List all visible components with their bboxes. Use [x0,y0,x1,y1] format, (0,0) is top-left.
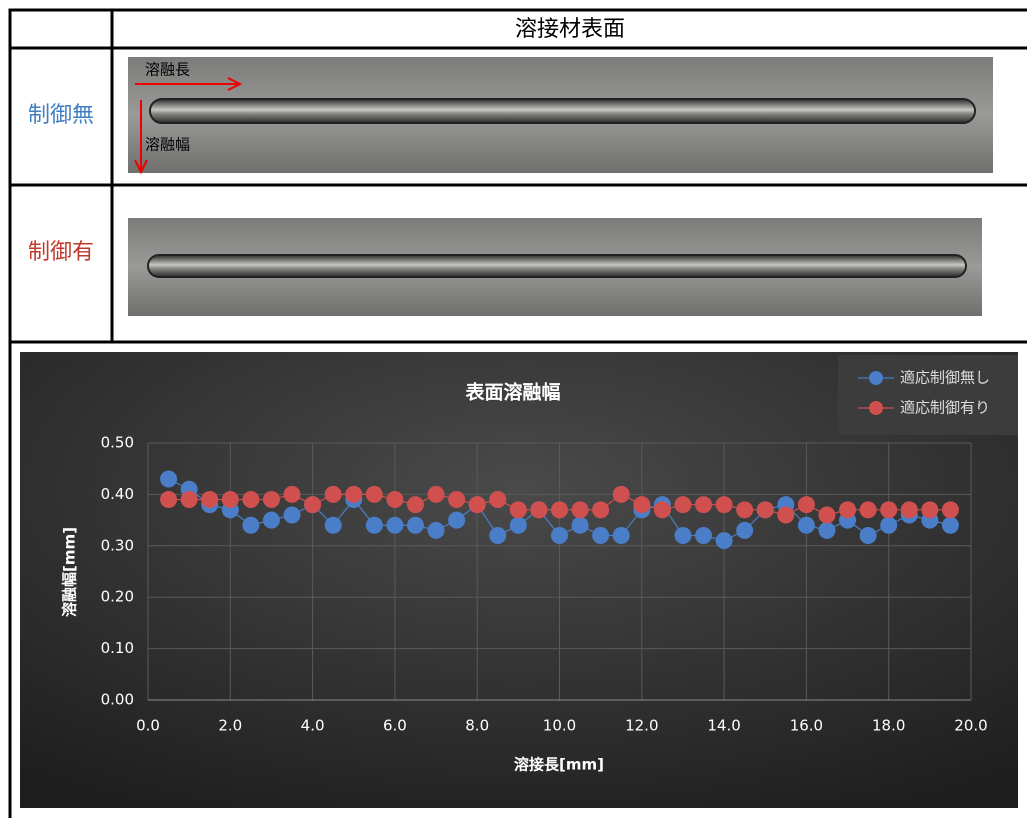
data-point [674,527,691,544]
data-point [510,501,527,518]
data-point [572,501,589,518]
data-point [448,491,465,508]
y-tick-label: 0.50 [101,434,134,452]
x-axis-label: 溶接長[mm] [514,756,604,774]
y-tick-label: 0.10 [101,639,134,657]
data-point [489,527,506,544]
x-tick-label: 6.0 [383,717,407,735]
data-point [818,522,835,539]
data-point [572,517,589,534]
data-point [654,501,671,518]
legend-marker [869,401,883,415]
data-point [674,496,691,513]
data-point [510,517,527,534]
data-point [798,517,815,534]
data-point [345,486,362,503]
x-tick-label: 0.0 [136,717,160,735]
data-point [860,501,877,518]
x-tick-label: 10.0 [543,717,576,735]
data-point [263,512,280,529]
data-point [880,501,897,518]
data-point [530,501,547,518]
data-point [304,496,321,513]
annotation: 溶融幅 [145,136,190,154]
data-point [736,522,753,539]
data-point [695,496,712,513]
data-point [263,491,280,508]
data-point [386,517,403,534]
data-point [181,491,198,508]
slide: 溶接材表面 制御無 制御有 溶融長 溶融幅 表面溶融幅 溶接長[mm] 溶融幅[… [0,0,1027,818]
data-point [448,512,465,529]
x-tick-label: 16.0 [790,717,823,735]
data-point [592,527,609,544]
data-point [592,501,609,518]
legend-label: 適応制御有り [900,399,990,417]
data-point [716,496,733,513]
data-point [818,506,835,523]
data-point [839,501,856,518]
data-point [551,527,568,544]
data-point [325,517,342,534]
data-point [325,486,342,503]
chart-title: 表面溶融幅 [465,381,560,404]
data-point [921,501,938,518]
data-point [880,517,897,534]
page: 溶接材表面 制御無 制御有 溶融長 溶融幅 表面溶融幅 溶接長[mm] 溶融幅[… [0,0,1027,818]
data-point [716,532,733,549]
x-tick-label: 2.0 [218,717,242,735]
data-point [428,486,445,503]
y-tick-label: 0.20 [101,588,134,606]
data-point [633,496,650,513]
data-point [407,496,424,513]
data-point [757,501,774,518]
data-point [613,486,630,503]
row-label: 制御無 [28,103,94,128]
data-point [942,517,959,534]
data-point [242,491,259,508]
data-point [366,517,383,534]
data-point [551,501,568,518]
y-tick-label: 0.00 [101,691,134,709]
data-point [798,496,815,513]
legend-box [838,355,1018,435]
data-point [201,491,218,508]
data-point [736,501,753,518]
weld-photo [128,218,982,316]
data-point [901,501,918,518]
data-point [222,491,239,508]
data-point [613,527,630,544]
data-point [242,517,259,534]
data-point [860,527,877,544]
legend-label: 適応制御無し [900,369,990,387]
y-tick-label: 0.30 [101,536,134,554]
data-point [428,522,445,539]
table-header: 溶接材表面 [515,17,625,42]
data-point [407,517,424,534]
data-point [777,506,794,523]
row-label: 制御有 [28,240,94,265]
annotation: 溶融長 [145,61,190,79]
data-point [284,486,301,503]
x-tick-label: 12.0 [625,717,658,735]
data-point [469,496,486,513]
x-tick-label: 8.0 [465,717,489,735]
x-tick-label: 20.0 [954,717,987,735]
legend-marker [869,371,883,385]
x-tick-label: 4.0 [301,717,325,735]
data-point [942,501,959,518]
data-point [366,486,383,503]
data-point [160,470,177,487]
x-tick-label: 14.0 [707,717,740,735]
y-axis-label: 溶融幅[mm] [61,527,79,617]
weld-photo [128,57,993,173]
data-point [489,491,506,508]
data-point [695,527,712,544]
y-tick-label: 0.40 [101,485,134,503]
data-point [284,506,301,523]
x-tick-label: 18.0 [872,717,905,735]
data-point [160,491,177,508]
data-point [386,491,403,508]
